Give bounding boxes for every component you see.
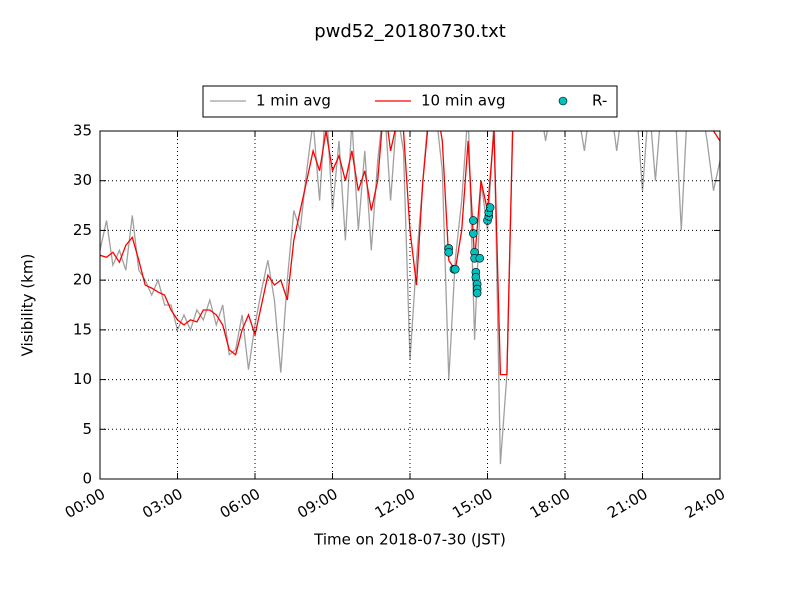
scatter-point [471,272,481,282]
y-tick-label: 30 [73,171,92,189]
y-tick-label: 35 [73,122,92,140]
scatter-point [450,264,460,274]
y-tick-label: 10 [73,370,92,388]
scatter-point [468,229,478,238]
legend-label: 10 min avg [421,92,506,110]
y-tick-label: 15 [73,320,92,338]
y-tick-label: 20 [73,271,92,289]
scatter-point [444,248,454,257]
y-axis-label: Visibility (km) [19,254,37,357]
legend-label: R- [592,92,607,110]
legend-label: 1 min avg [256,92,331,110]
scatter-point [485,203,495,212]
y-tick-label: 0 [82,470,92,488]
x-axis-label: Time on 2018-07-30 (JST) [313,531,506,549]
y-tick-label: 5 [82,420,92,438]
scatter-point [472,288,482,298]
legend-marker [558,96,568,106]
chart-title: pwd52_20180730.txt [314,21,506,42]
y-tick-label: 25 [73,221,92,239]
plot-area [100,131,720,465]
scatter-point [475,253,485,263]
series-line [100,131,720,376]
scatter-point [468,216,478,225]
